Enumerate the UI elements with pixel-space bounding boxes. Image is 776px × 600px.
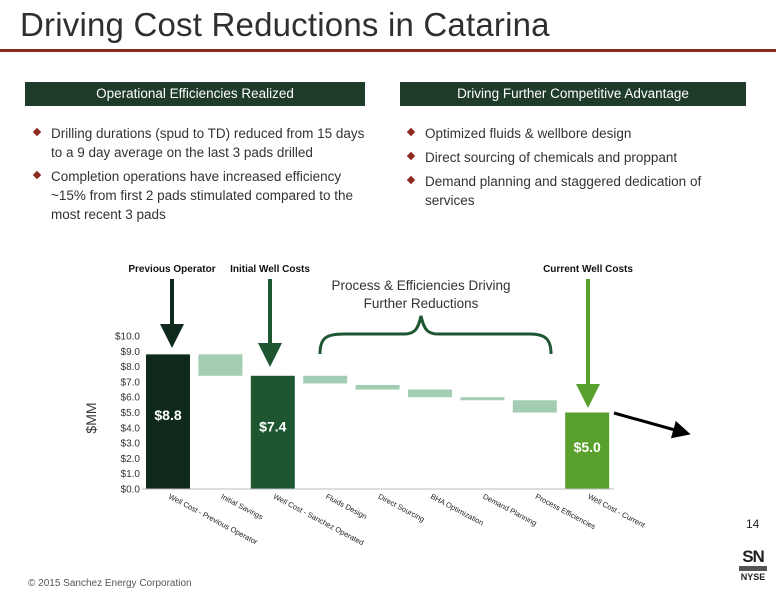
sanchez-nyse-logo: SN NYSE — [736, 548, 770, 592]
brace-label-line2: Further Reductions — [364, 296, 479, 311]
y-tick-label: $0.0 — [121, 485, 141, 496]
x-tick-label: Direct Sourcing — [377, 492, 427, 524]
left-section-header: Operational Efficiencies Realized — [25, 82, 365, 106]
trend-arrow — [613, 411, 691, 439]
bar-9 — [565, 412, 610, 489]
y-tick-label: $9.0 — [121, 347, 141, 358]
logo-nyse-text: NYSE — [740, 572, 766, 582]
bar-5 — [355, 384, 400, 390]
brace-label-line1: Process & Efficiencies Driving — [331, 278, 510, 293]
right-section-header: Driving Further Competitive Advantage — [400, 82, 746, 106]
left-bullet-text: Drilling durations (spud to TD) reduced … — [51, 126, 365, 160]
y-tick-label: $2.0 — [121, 454, 141, 465]
left-bullet-list: Drilling durations (spud to TD) reduced … — [32, 124, 367, 229]
previous-operator-label: Previous Operator — [128, 264, 215, 275]
bar-value-label: $5.0 — [574, 439, 601, 455]
x-tick-label: Fluids Design — [324, 492, 368, 521]
bullet-diamond-icon — [32, 170, 42, 180]
x-tick-label: Well Cost - Previous Operator — [167, 492, 260, 547]
right-bullet: Demand planning and staggered dedication… — [406, 172, 746, 210]
x-tick-label: Well Cost - Sanchez Operated — [272, 492, 366, 547]
right-bullet-text: Direct sourcing of chemicals and proppan… — [425, 150, 678, 165]
right-bullet: Direct sourcing of chemicals and proppan… — [406, 148, 746, 167]
x-tick-label: Demand Planning — [481, 492, 538, 528]
page-title: Driving Cost Reductions in Catarina — [20, 6, 550, 43]
left-bullet: Drilling durations (spud to TD) reduced … — [32, 124, 367, 162]
right-bullet-list: Optimized fluids & wellbore design Direc… — [406, 124, 746, 215]
right-bullet-text: Demand planning and staggered dedication… — [425, 174, 702, 208]
initial-well-costs-label: Initial Well Costs — [230, 264, 310, 275]
bar-value-label: $7.4 — [259, 419, 286, 435]
right-bullet: Optimized fluids & wellbore design — [406, 124, 746, 143]
y-tick-label: $6.0 — [121, 393, 141, 404]
copyright-text: © 2015 Sanchez Energy Corporation — [28, 578, 192, 589]
curly-brace — [318, 315, 553, 355]
y-tick-label: $7.0 — [121, 377, 141, 388]
y-tick-label: $8.0 — [121, 362, 141, 373]
bullet-diamond-icon — [32, 127, 42, 137]
logo-bar — [739, 566, 767, 571]
bars: $8.8 $7.4 $5.0 — [146, 354, 610, 489]
bullet-diamond-icon — [406, 151, 416, 161]
bar-4 — [303, 375, 348, 384]
y-tick-label: $5.0 — [121, 408, 141, 419]
right-bullet-text: Optimized fluids & wellbore design — [425, 126, 632, 141]
bar-value-label: $8.8 — [154, 407, 181, 423]
bar-3 — [250, 375, 295, 489]
bullet-diamond-icon — [406, 175, 416, 185]
y-tick-label: $10.0 — [115, 332, 140, 343]
x-tick-label: Initial Savings — [219, 492, 264, 522]
waterfall-chart: $MM $0.0 $1.0 $2.0 $3.0 $4.0 $5.0 $6.0 $7.0 $8.0… — [83, 264, 691, 547]
y-axis-label: $MM — [83, 402, 99, 433]
x-tick-label: BHA Optimization — [429, 492, 485, 528]
y-tick-label: $4.0 — [121, 423, 141, 434]
bar-1 — [146, 354, 190, 489]
bar-2 — [198, 354, 243, 376]
bar-8 — [512, 400, 557, 413]
left-bullet-text: Completion operations have increased eff… — [51, 169, 354, 222]
left-bullet: Completion operations have increased eff… — [32, 167, 367, 224]
page-number: 14 — [746, 517, 760, 531]
bar-7 — [460, 397, 505, 401]
y-tick-label: $3.0 — [121, 439, 141, 450]
y-axis-ticks: $0.0 $1.0 $2.0 $3.0 $4.0 $5.0 $6.0 $7.0 $8.0 $9.0… — [115, 332, 140, 496]
y-tick-label: $1.0 — [121, 469, 141, 480]
current-well-costs-label: Current Well Costs — [543, 264, 633, 275]
title-rule — [0, 49, 776, 52]
logo-sn-text: SN — [742, 547, 765, 566]
bar-6 — [408, 389, 452, 398]
bullet-diamond-icon — [406, 127, 416, 137]
